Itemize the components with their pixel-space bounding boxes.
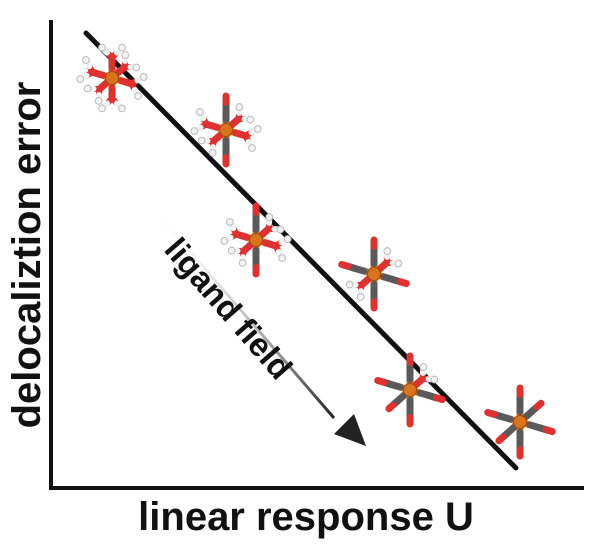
complex-5 xyxy=(374,352,446,428)
complex-1 xyxy=(76,43,148,113)
complex-2 xyxy=(190,92,262,168)
carbonyl-ligand xyxy=(516,418,556,436)
iron-atom xyxy=(367,267,381,281)
iron-atom xyxy=(249,233,263,247)
water-ligand xyxy=(98,43,126,82)
trend-line xyxy=(83,30,519,471)
iron-atom xyxy=(403,383,417,397)
complex-4 xyxy=(338,236,410,312)
water-ligand xyxy=(190,108,230,135)
iron-atom xyxy=(513,415,527,429)
water-ligand xyxy=(76,56,116,83)
complex-6 xyxy=(484,384,556,460)
ligand-field-arrow xyxy=(148,204,366,446)
y-axis-label: delocaliztion error xyxy=(5,82,49,429)
complex-3 xyxy=(220,202,292,278)
x-axis-label: linear response U xyxy=(138,495,474,539)
iron-atom xyxy=(105,71,119,85)
iron-atom xyxy=(219,123,233,137)
molecule-layer xyxy=(76,43,556,460)
